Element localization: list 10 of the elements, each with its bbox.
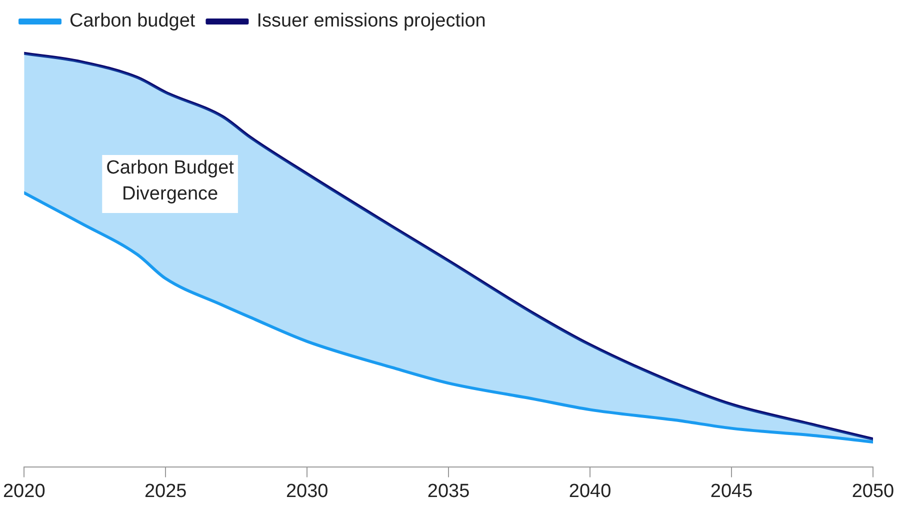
x-tick-label: 2020 bbox=[2, 480, 46, 502]
x-tick-label: 2025 bbox=[144, 480, 187, 502]
x-tick-label: 2040 bbox=[568, 480, 612, 502]
x-tick-label: 2050 bbox=[852, 480, 894, 502]
legend-label: Issuer emissions projection bbox=[256, 10, 486, 32]
x-tick-label: 2030 bbox=[286, 480, 328, 502]
legend-label: Carbon budget bbox=[70, 10, 196, 32]
x-tick-label: 2045 bbox=[710, 480, 753, 502]
x-tick-label: 2035 bbox=[427, 480, 470, 502]
annotation: Carbon Budget Divergence bbox=[106, 158, 235, 205]
